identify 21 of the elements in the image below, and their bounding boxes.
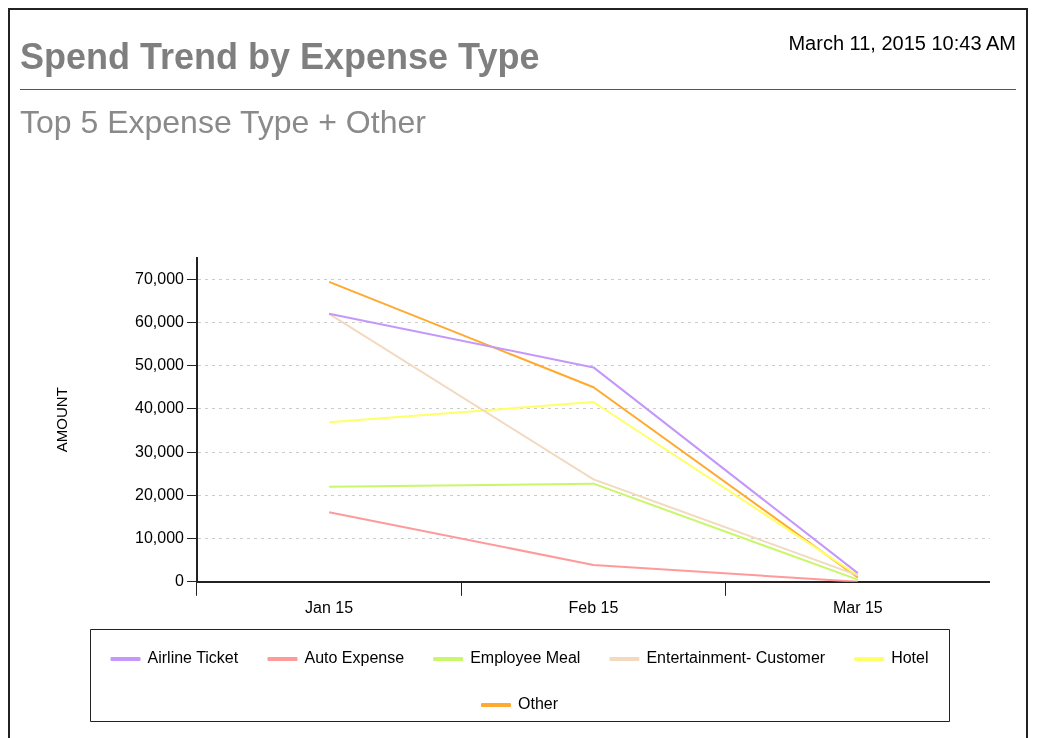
legend-label: Entertainment- Customer (646, 649, 826, 667)
x-tick-label: Mar 15 (832, 598, 883, 616)
chart-title: Spend Trend by Expense Type (20, 36, 540, 78)
chart-subtitle: Top 5 Expense Type + Other (20, 104, 426, 141)
y-tick-label: 60,000 (135, 312, 185, 330)
x-tick-label: Feb 15 (568, 598, 619, 616)
y-tick-label: 70,000 (135, 269, 185, 287)
y-tick-label: 20,000 (135, 485, 185, 503)
y-axis-title: AMOUNT (53, 387, 71, 453)
y-tick-label: 50,000 (135, 356, 185, 374)
y-tick-label: 30,000 (135, 442, 185, 460)
y-tick-label: 10,000 (135, 528, 185, 546)
legend-label: Auto Expense (304, 649, 405, 667)
text: March 11, 2015 10:43 AM (788, 32, 1016, 55)
y-tick-label: 0 (175, 572, 185, 590)
legend-label: Employee Meal (470, 649, 581, 667)
x-tick-label: Jan 15 (305, 598, 354, 616)
legend-label: Airline Ticket (147, 649, 239, 667)
legend-label: Other (517, 695, 559, 713)
legend-label: Hotel (891, 649, 929, 667)
y-tick-label: 40,000 (135, 399, 185, 417)
